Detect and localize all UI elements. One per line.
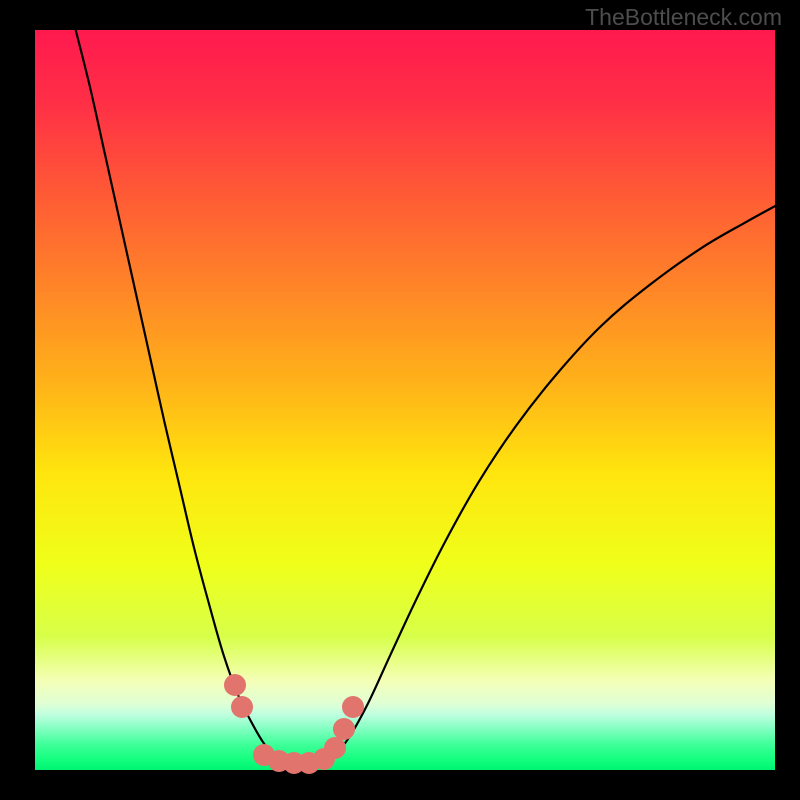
data-marker	[342, 696, 364, 718]
marker-layer	[35, 30, 775, 770]
watermark-text: TheBottleneck.com	[585, 4, 782, 31]
chart-stage: TheBottleneck.com	[0, 0, 800, 800]
data-marker	[224, 674, 246, 696]
data-marker	[231, 696, 253, 718]
plot-area	[35, 30, 775, 770]
data-marker	[333, 718, 355, 740]
